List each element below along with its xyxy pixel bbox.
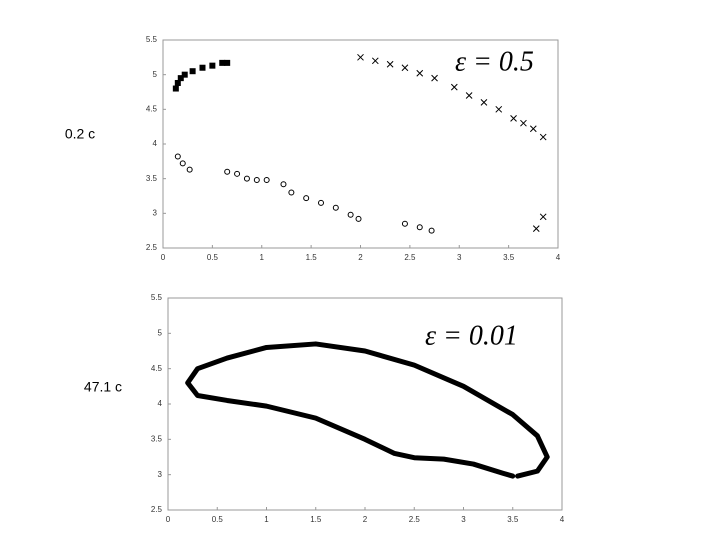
y-tick-label: 4 xyxy=(153,139,158,148)
point xyxy=(280,181,287,188)
point xyxy=(174,79,181,86)
x-tick-label: 2 xyxy=(363,515,368,524)
point xyxy=(219,59,226,66)
y-tick-label: 5.5 xyxy=(151,293,163,302)
point xyxy=(347,211,354,218)
point xyxy=(416,224,423,231)
point xyxy=(371,57,379,65)
point xyxy=(179,160,186,167)
point xyxy=(401,220,408,227)
point xyxy=(539,213,547,221)
x-tick-label: 1 xyxy=(260,253,265,262)
point xyxy=(303,195,310,202)
point xyxy=(529,125,537,133)
annotation: ε = 0.01 xyxy=(425,320,518,351)
point xyxy=(224,59,231,66)
x-tick-label: 3 xyxy=(457,253,462,262)
point xyxy=(480,99,488,106)
point xyxy=(174,153,181,160)
point xyxy=(172,85,179,92)
x-tick-label: 1 xyxy=(264,515,269,524)
point xyxy=(532,225,540,232)
point xyxy=(332,204,339,211)
x-tick-label: 3 xyxy=(461,515,466,524)
x-tick-label: 2 xyxy=(358,253,363,262)
chart: 0 0.5 1 1.5 2 2.5 3 3.5 4 2.5 3 3.5 4 4.5 5 5.5 0.2 c ε =… xyxy=(65,35,561,262)
point xyxy=(520,119,527,127)
curve xyxy=(185,341,550,479)
point xyxy=(428,227,435,234)
x-tick-label: 3.5 xyxy=(507,515,519,524)
y-tick-label: 3.5 xyxy=(146,174,158,183)
point xyxy=(234,170,241,177)
point xyxy=(177,75,184,82)
x-tick-label: 0 xyxy=(161,253,166,262)
x-tick-label: 0 xyxy=(166,515,171,524)
point xyxy=(263,177,270,184)
x-tick-label: 2.5 xyxy=(409,515,421,524)
point xyxy=(318,199,324,206)
y-tick-label: 4 xyxy=(158,399,163,408)
x-tick-label: 2.5 xyxy=(404,253,416,262)
x-tick-label: 0.5 xyxy=(207,253,219,262)
x-tick-label: 0.5 xyxy=(212,515,224,524)
point xyxy=(510,114,517,122)
side-label: 47.1 c xyxy=(84,379,122,395)
point xyxy=(224,168,231,175)
point xyxy=(465,92,473,99)
point xyxy=(416,69,424,77)
point xyxy=(199,64,206,71)
y-tick-label: 3 xyxy=(153,208,158,217)
x-tick-label: 1.5 xyxy=(310,515,322,524)
x-tick-label: 4 xyxy=(560,515,565,524)
point xyxy=(431,74,438,82)
chart: 0 0.5 1 1.5 2 2.5 3 3.5 4 2.5 3 3.5 4 4.5 5 5.5 47.1 c ε … xyxy=(84,293,565,524)
y-tick-label: 5.5 xyxy=(146,35,158,44)
point xyxy=(288,189,295,196)
point xyxy=(386,60,394,68)
x-tick-label: 1.5 xyxy=(306,253,318,262)
point xyxy=(243,175,250,182)
point xyxy=(186,166,193,173)
point xyxy=(539,133,547,141)
point xyxy=(495,105,503,113)
point xyxy=(253,177,260,184)
point xyxy=(450,83,458,91)
y-tick-label: 2.5 xyxy=(151,505,163,514)
y-tick-label: 3 xyxy=(158,470,163,479)
y-tick-label: 5 xyxy=(153,70,158,79)
point xyxy=(401,64,409,72)
x-tick-label: 4 xyxy=(556,253,561,262)
y-tick-label: 3.5 xyxy=(151,434,163,443)
annotation: ε = 0.5 xyxy=(455,46,534,77)
point xyxy=(209,62,216,69)
y-tick-label: 4.5 xyxy=(151,364,163,373)
y-tick-label: 5 xyxy=(158,328,163,337)
point xyxy=(355,215,362,222)
point xyxy=(357,53,364,61)
side-label: 0.2 c xyxy=(65,126,95,142)
y-tick-label: 4.5 xyxy=(146,104,158,113)
point xyxy=(189,68,196,75)
x-tick-label: 3.5 xyxy=(503,253,515,262)
point xyxy=(181,71,188,78)
y-tick-label: 2.5 xyxy=(146,243,158,252)
